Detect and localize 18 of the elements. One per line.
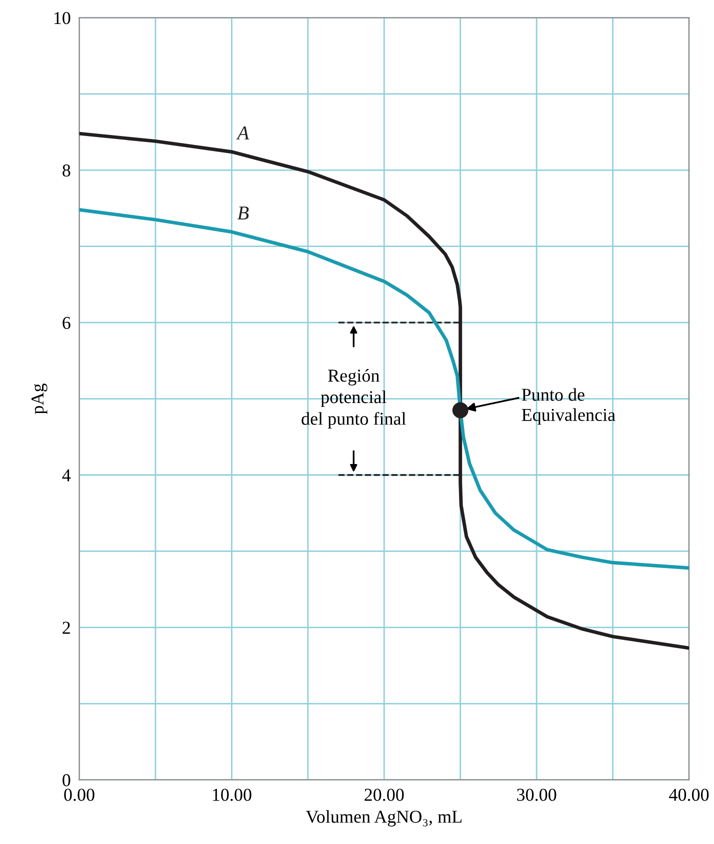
x-tick-label: 20.00: [364, 788, 404, 801]
y-tick-label: 0: [62, 774, 70, 786]
y-tick-label: 2: [62, 622, 70, 634]
series-label: B: [237, 206, 249, 220]
line-series: [79, 208, 690, 570]
series-label: A: [236, 126, 250, 140]
x-axis-title: Volumen AgNO₃, mL: [306, 810, 462, 827]
y-axis-title: pAg: [31, 384, 48, 414]
y-tick-label: 10: [54, 12, 70, 24]
x-tick-label: 0.00: [64, 788, 94, 801]
y-tick-label: 8: [62, 164, 70, 177]
annotation: Región potencial del punto final: [302, 369, 406, 429]
annotation: Punto de Equivalencia: [522, 388, 616, 425]
x-tick-label: 40.00: [669, 788, 709, 801]
y-tick-label: 4: [62, 469, 71, 482]
x-tick-label: 30.00: [517, 788, 556, 801]
y-tick-label: 6: [62, 316, 70, 330]
x-tick-label: 10.00: [212, 788, 252, 801]
